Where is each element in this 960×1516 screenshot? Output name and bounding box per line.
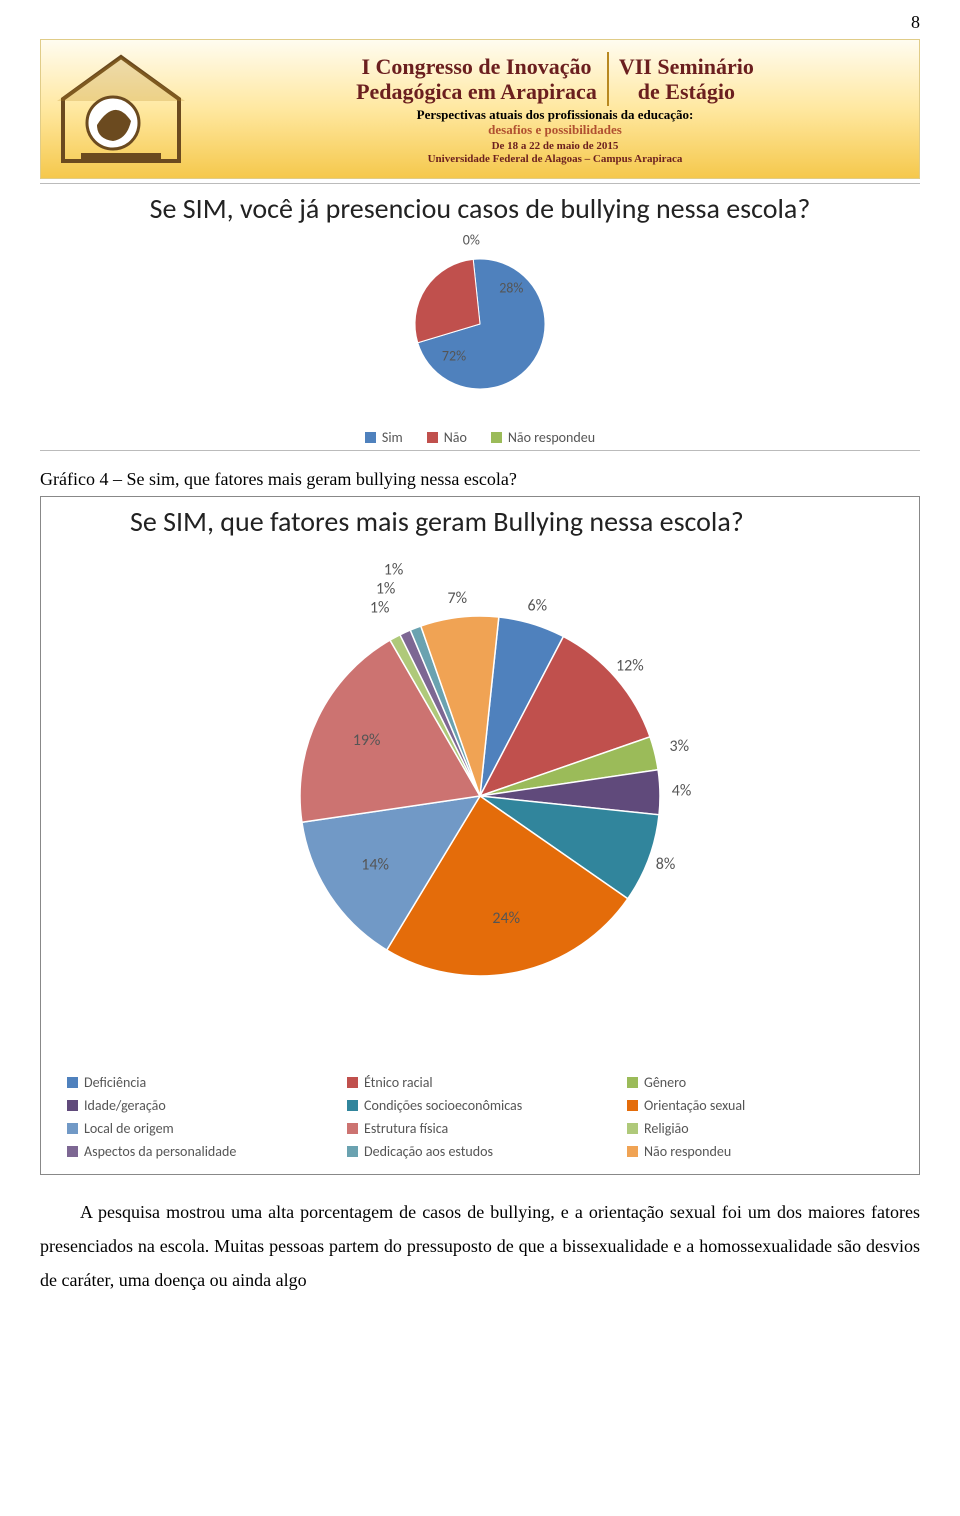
legend-label: Gênero [644,1074,686,1091]
pie-slice-label: 3% [670,736,690,755]
legend-swatch [627,1100,638,1111]
pie-slice-label: 8% [656,854,676,873]
legend-label: Não [444,429,467,446]
pie-slice-label: 0% [463,233,480,249]
legend-label: Aspectos da personalidade [84,1143,236,1160]
chart2-caption: Gráfico 4 – Se sim, que fatores mais ger… [40,469,920,490]
legend-item: Aspectos da personalidade [67,1143,333,1160]
legend-label: Sim [382,429,403,446]
legend-swatch [627,1077,638,1088]
banner-logo [51,49,191,169]
pie-slice-label: 24% [492,909,520,928]
banner-left-title-l2: Pedagógica em Arapiraca [356,79,597,104]
chart2-box: Se SIM, que fatores mais geram Bullying … [40,496,920,1175]
pie-slice-label: 6% [527,596,547,615]
chart1-title: Se SIM, você já presenciou casos de bull… [130,194,830,225]
banner-right-title-l2: de Estágio [619,79,754,104]
legend-swatch [67,1146,78,1157]
chart1-pie-wrap: 72% 28% 0% [40,233,920,415]
legend-item: Sim [365,429,403,446]
banner-text-block: I Congresso de Inovação Pedagógica em Ar… [201,52,909,165]
section-separator [40,450,920,451]
legend-label: Condições socioeconômicas [364,1097,522,1114]
legend-label: Local de origem [84,1120,174,1137]
legend-label: Deficiência [84,1074,146,1091]
legend-swatch [347,1146,358,1157]
legend-swatch [67,1077,78,1088]
legend-item: Idade/geração [67,1097,333,1114]
banner-separator [40,183,920,184]
pie-slice-label: 19% [353,731,381,750]
banner-venue: Universidade Federal de Alagoas – Campus… [428,153,683,166]
body-paragraph: A pesquisa mostrou uma alta porcentagem … [40,1195,920,1298]
legend-item: Não [427,429,467,446]
legend-label: Não respondeu [508,429,595,446]
pie-slice-label: 28% [499,279,523,296]
legend-swatch [427,432,438,443]
legend-item: Estrutura física [347,1120,613,1137]
legend-swatch [491,432,502,443]
legend-label: Dedicação aos estudos [364,1143,493,1160]
chart2-pie: 6%12%3%4%8%24%14%19%1%1%1%7% [230,546,730,1046]
legend-swatch [67,1123,78,1134]
legend-item: Condições socioeconômicas [347,1097,613,1114]
legend-swatch [347,1100,358,1111]
legend-item: Orientação sexual [627,1097,893,1114]
legend-swatch [67,1100,78,1111]
pie-slice-label: 7% [447,589,467,608]
chart1-legend: Sim Não Não respondeu [40,429,920,446]
body-paragraph-text: A pesquisa mostrou uma alta porcentagem … [40,1195,920,1298]
banner-subtitle-2: desafios e possibilidades [488,123,622,138]
banner-right-title-l1: VII Seminário [619,54,754,79]
legend-item: Não respondeu [491,429,595,446]
legend-item: Gênero [627,1074,893,1091]
banner-right-title: VII Seminário de Estágio [619,54,754,105]
legend-label: Não respondeu [644,1143,731,1160]
event-banner: I Congresso de Inovação Pedagógica em Ar… [40,39,920,179]
pie-slice-label: 72% [442,347,466,364]
banner-subtitle-1: Perspectivas atuais dos profissionais da… [417,108,694,123]
banner-divider [607,52,609,106]
chart1-section: Se SIM, você já presenciou casos de bull… [40,194,920,446]
page-number: 8 [40,12,920,33]
legend-item: Religião [627,1120,893,1137]
legend-label: Religião [644,1120,689,1137]
chart1-pie: 72% 28% 0% [389,233,571,415]
chart2-pie-wrap: 6%12%3%4%8%24%14%19%1%1%1%7% [59,546,901,1046]
legend-swatch [627,1123,638,1134]
chart2-title: Se SIM, que fatores mais geram Bullying … [130,507,830,538]
legend-item: Étnico racial [347,1074,613,1091]
banner-left-title-l1: I Congresso de Inovação [361,54,591,79]
pie-slice-label: 12% [616,656,644,675]
legend-label: Estrutura física [364,1120,448,1137]
legend-label: Idade/geração [84,1097,166,1114]
pie-slice-label: 4% [672,781,692,800]
chart2-legend: Deficiência Étnico racial Gênero Idade/gera… [59,1074,901,1160]
pie-slice-label: 1% [384,560,404,579]
legend-item: Não respondeu [627,1143,893,1160]
legend-item: Dedicação aos estudos [347,1143,613,1160]
legend-label: Orientação sexual [644,1097,745,1114]
banner-left-title: I Congresso de Inovação Pedagógica em Ar… [356,54,597,105]
legend-item: Deficiência [67,1074,333,1091]
legend-label: Étnico racial [364,1074,433,1091]
legend-swatch [347,1077,358,1088]
legend-swatch [347,1123,358,1134]
legend-swatch [627,1146,638,1157]
legend-swatch [365,432,376,443]
legend-item: Local de origem [67,1120,333,1137]
pie-slice-label: 1% [370,598,390,617]
banner-date: De 18 a 22 de maio de 2015 [492,140,619,153]
pie-slice-label: 1% [376,579,396,598]
pie-slice-label: 14% [361,855,389,874]
